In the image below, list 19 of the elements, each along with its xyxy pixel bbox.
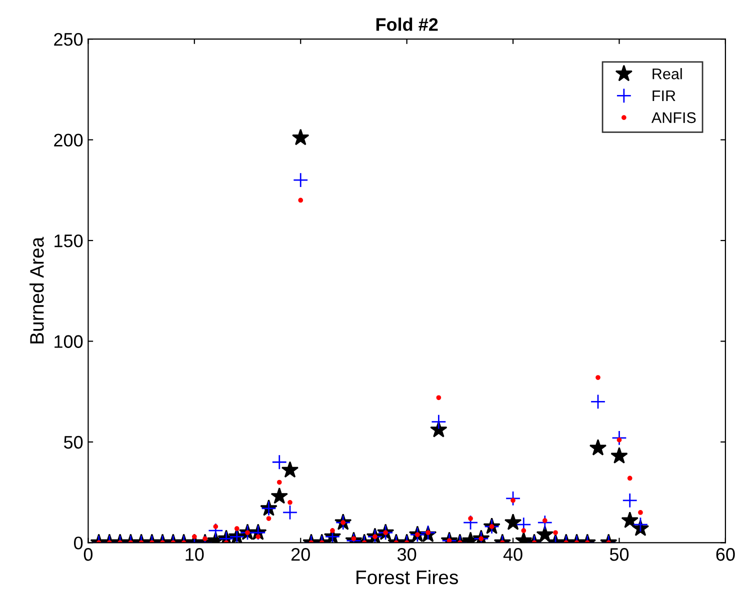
y-tick-label: 0 [74, 536, 83, 550]
x-tick-label: 10 [186, 548, 204, 561]
x-tick-label: 20 [291, 548, 310, 561]
x-tick-label: 30 [397, 548, 416, 561]
x-axis-title: Forest Fires [356, 570, 458, 584]
y-tick-label: 200 [54, 134, 83, 147]
x-tick-label: 40 [503, 548, 522, 561]
y-axis-title: Burned Area [30, 236, 44, 344]
y-tick-label: 100 [54, 335, 83, 348]
legend-label: FIR [652, 90, 676, 102]
chart-title: Fold #2 [376, 18, 438, 31]
x-tick-label: 60 [716, 548, 735, 561]
y-tick-label: 250 [54, 33, 83, 46]
legend-label: ANFIS [651, 112, 696, 124]
y-tick-label: 150 [54, 234, 83, 248]
y-tick-label: 50 [64, 436, 83, 449]
legend-label: Real [652, 68, 682, 80]
x-tick-label: 0 [84, 548, 93, 561]
x-tick-label: 50 [610, 548, 629, 561]
